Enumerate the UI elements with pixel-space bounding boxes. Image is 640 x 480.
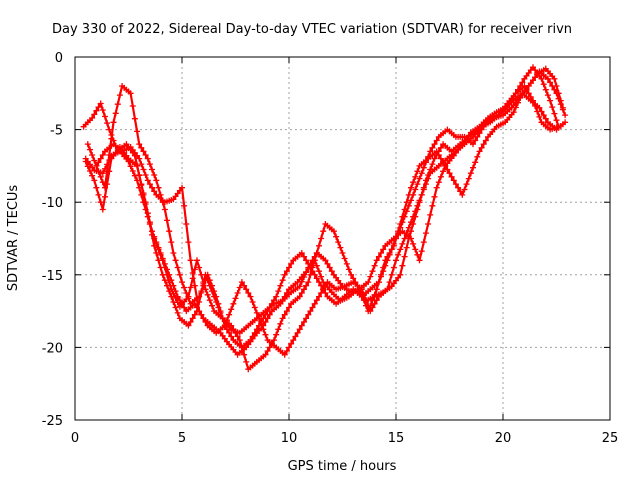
y-tick-label: 0 — [55, 51, 63, 66]
series-day-1 — [80, 65, 566, 358]
series-line — [82, 67, 565, 356]
x-tick-label: 0 — [71, 431, 79, 446]
series-markers — [84, 64, 562, 351]
series-day-5 — [82, 68, 569, 336]
x-tick-label: 10 — [281, 431, 298, 446]
series-markers — [80, 65, 566, 358]
y-tick-label: -10 — [42, 196, 63, 211]
series-markers — [93, 83, 562, 358]
chart-title: Day 330 of 2022, Sidereal Day-to-day VTE… — [52, 22, 572, 37]
x-tick-label: 25 — [602, 431, 619, 446]
series-day-2 — [82, 90, 569, 373]
y-tick-label: -20 — [42, 341, 63, 356]
x-tick-label: 20 — [495, 431, 512, 446]
series-line — [86, 66, 560, 349]
series-markers — [82, 90, 569, 373]
y-tick-label: -15 — [42, 269, 63, 284]
plot-frame — [74, 56, 611, 421]
series-day-4 — [93, 83, 562, 358]
x-tick-label: 15 — [388, 431, 405, 446]
series-layer — [80, 64, 569, 373]
x-axis-title: GPS time / hours — [288, 459, 397, 474]
x-tick-label: 5 — [178, 431, 186, 446]
series-markers — [82, 68, 569, 336]
axes: 0 5 10 15 20 25 0 -5 -10 -15 -20 -25 — [42, 51, 619, 446]
y-axis-title: SDTVAR / TECUs — [6, 185, 21, 292]
y-tick-label: -25 — [42, 414, 63, 429]
y-tick-label: -5 — [50, 124, 63, 139]
series-day-3 — [84, 64, 562, 351]
